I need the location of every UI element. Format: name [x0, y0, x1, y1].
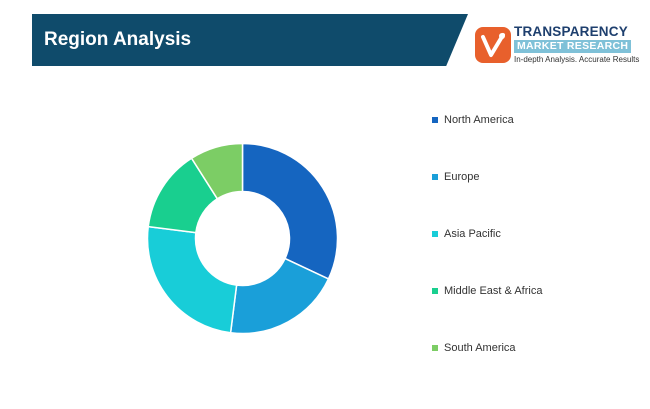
- legend-label: South America: [444, 342, 516, 354]
- logo-brand-subtitle: MARKET RESEARCH: [514, 40, 632, 53]
- legend-label: Middle East & Africa: [444, 285, 543, 297]
- legend-swatch: [432, 174, 438, 180]
- company-logo: TRANSPARENCY MARKET RESEARCH In-depth An…: [474, 22, 642, 68]
- legend-label: Asia Pacific: [444, 228, 501, 240]
- logo-brand-name: TRANSPARENCY: [514, 24, 628, 39]
- header-banner: Region Analysis: [32, 14, 468, 66]
- donut-slice-asia-pacific: [146, 225, 238, 334]
- legend-swatch: [432, 345, 438, 351]
- donut-slice-south-america: [190, 142, 244, 200]
- legend-swatch: [432, 288, 438, 294]
- donut-slice-north-america: [241, 142, 339, 280]
- donut-chart: [146, 142, 339, 335]
- legend-swatch: [432, 231, 438, 237]
- logo-mark-icon: [475, 27, 511, 63]
- legend-label: Europe: [444, 171, 480, 183]
- legend-swatch: [432, 117, 438, 123]
- logo-tagline: In-depth Analysis. Accurate Results: [514, 55, 640, 64]
- page-title: Region Analysis: [44, 29, 192, 50]
- legend-label: North America: [444, 114, 514, 126]
